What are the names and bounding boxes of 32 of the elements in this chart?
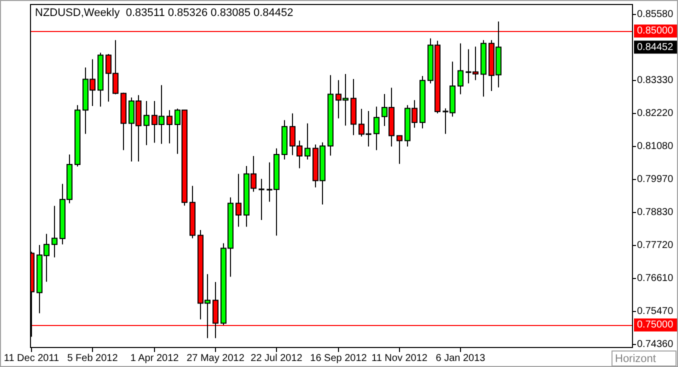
y-tick-label: 0.78830 (637, 207, 674, 218)
candlestick (52, 205, 58, 258)
x-tick-label: 22 Jul 2012 (250, 353, 303, 364)
y-tick-label: 0.81080 (637, 141, 674, 152)
x-tick-label: 6 Jan 2013 (436, 353, 486, 364)
candlestick (374, 106, 380, 151)
x-tick-label: 11 Dec 2011 (4, 353, 60, 364)
text: 0.84452 (637, 42, 674, 53)
x-tick-label: 5 Feb 2012 (67, 353, 118, 364)
y-tick-label: 0.82220 (637, 108, 674, 120)
candlestick (144, 100, 150, 146)
candlestick (458, 42, 464, 95)
y-tick-label: 0.74360 (637, 339, 674, 350)
y-tick-label: 0.83330 (637, 75, 674, 86)
x-tick-label: 11 Nov 2012 (372, 353, 428, 364)
y-tick-label: 0.76610 (637, 273, 674, 284)
candlestick (396, 135, 402, 164)
y-tick-label: 0.77720 (637, 240, 674, 252)
candlestick (236, 173, 242, 228)
y-tick-label: 0.75470 (637, 306, 674, 318)
ref-line-label: 0.75000 (637, 320, 674, 331)
ref-line-label: 0.85000 (637, 26, 674, 37)
y-tick-label: 0.79970 (637, 174, 674, 186)
x-tick-label: 16 Sep 2012 (310, 353, 368, 364)
text: Horizont (615, 353, 656, 365)
candlestick (258, 178, 264, 221)
x-tick-label: 27 May 2012 (186, 353, 245, 364)
x-tick-label: 1 Apr 2012 (130, 353, 180, 364)
y-tick-label: 0.85580 (637, 9, 674, 20)
chart-title: NZDUSD,Weekly 0.83511 0.85326 0.83085 0.84452 (35, 7, 294, 19)
candlestick (166, 110, 172, 144)
candlestick (304, 122, 310, 160)
